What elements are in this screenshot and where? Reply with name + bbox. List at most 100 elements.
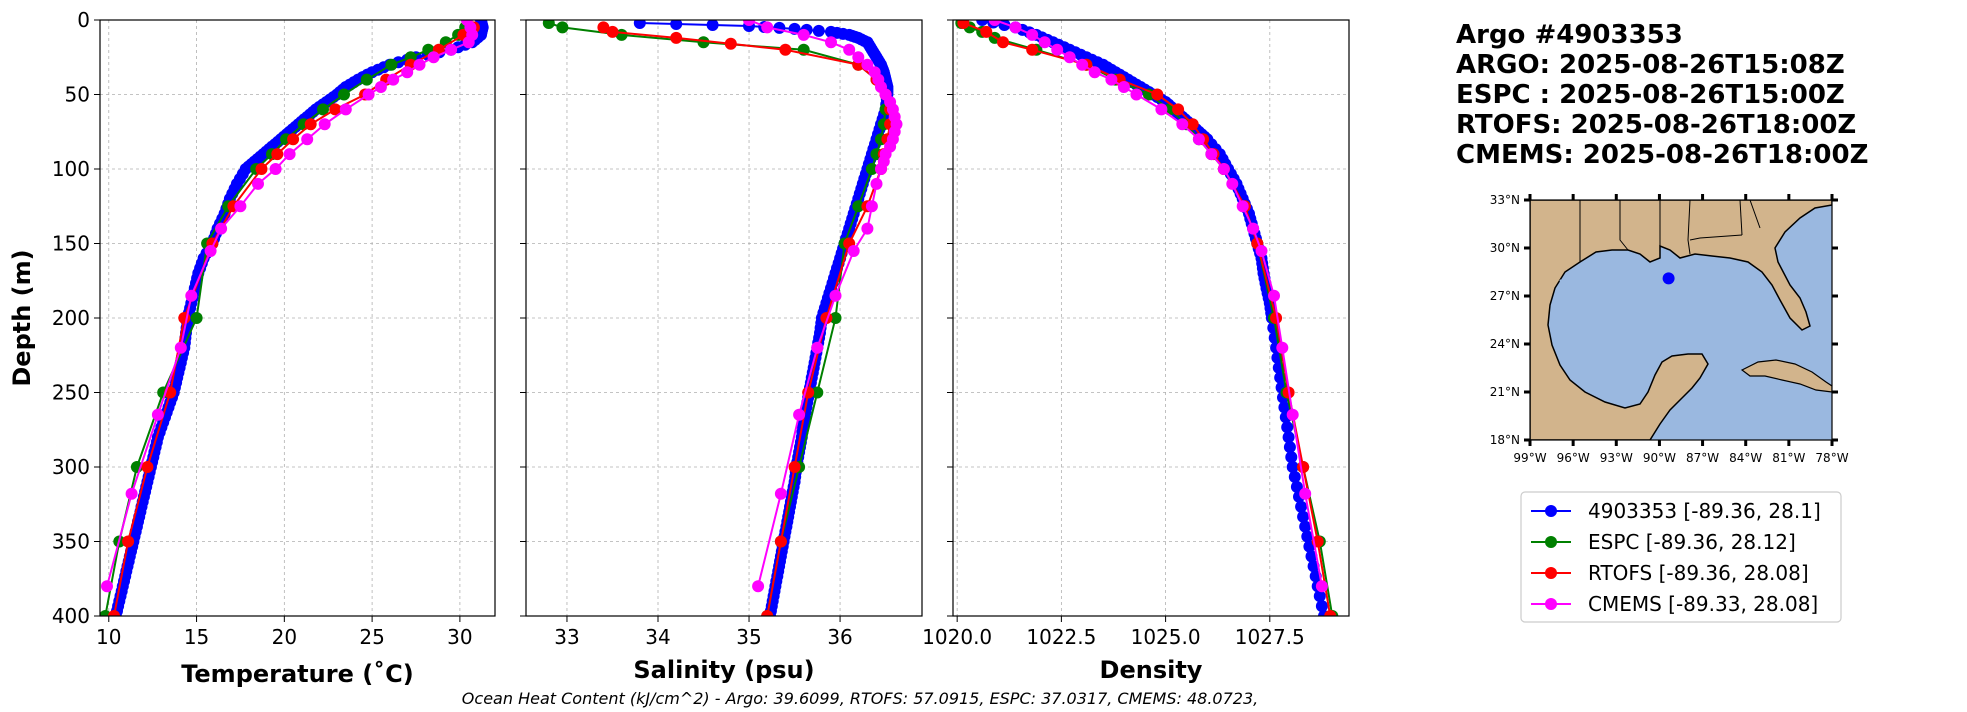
map-lon-label: 90°W <box>1643 451 1676 465</box>
legend-entry-cmems: CMEMS [-89.33, 28.08] <box>1531 592 1818 616</box>
temperature-cmems-point <box>283 148 296 161</box>
temperature-x-label: Temperature (˚C) <box>181 660 414 688</box>
density-cmems-point <box>1038 36 1051 49</box>
density-cmems-point <box>1276 341 1289 354</box>
temperature-cmems-point <box>427 51 440 64</box>
map-river <box>1559 279 1597 313</box>
depth-ytick-label: 50 <box>65 83 90 107</box>
temperature-rtofs-point <box>108 610 120 616</box>
temperature-cmems-point <box>301 133 314 146</box>
legend-label-cmems: CMEMS [-89.33, 28.08] <box>1588 592 1818 616</box>
density-cmems-point <box>1192 133 1205 146</box>
density-rtofs-point <box>1151 88 1164 101</box>
density-argo-point <box>1278 401 1291 414</box>
gulf-map: 18°N 21°N 24°N 27°N 30°N 33°N 99°W 96°W 93°W 90°… <box>1490 193 1849 465</box>
density-argo-point <box>1282 431 1295 444</box>
map-lon-label: 96°W <box>1557 451 1590 465</box>
density-x-label: Density <box>1100 656 1203 684</box>
depth-y-ticks: 0 50 100 150 200 250 300 350 400 <box>52 8 100 628</box>
map-lat-label: 24°N <box>1490 337 1520 351</box>
density-rtofs-point <box>1026 43 1039 56</box>
temperature-cmems-point <box>215 222 228 235</box>
salinity-rtofs-point <box>606 25 619 38</box>
map-lon-label: 78°W <box>1815 451 1848 465</box>
temperature-grid <box>100 19 495 617</box>
salinity-cmems-point <box>847 245 860 257</box>
density-panel: 1020.0 1022.5 1025.0 1027.5 Density <box>922 19 1350 684</box>
salinity-cmems-point <box>861 222 874 235</box>
temperature-axes-frame <box>99 19 496 617</box>
salinity-xtick-label: 33 <box>554 625 579 649</box>
map-lat-label: 33°N <box>1490 193 1520 207</box>
salinity-cmems-point <box>797 28 810 41</box>
map-lon-label: 99°W <box>1513 451 1546 465</box>
legend-label-argo: 4903353 [-89.36, 28.1] <box>1588 499 1821 523</box>
map-lon-label: 84°W <box>1729 451 1762 465</box>
density-rtofs-point <box>1270 312 1283 324</box>
temperature-cmems-line <box>106 20 474 587</box>
density-cmems-point <box>1009 21 1022 34</box>
temperature-cmems-point <box>174 341 187 354</box>
salinity-cmems-point <box>761 21 774 34</box>
salinity-cmems-point <box>870 177 883 190</box>
depth-ytick-label: 100 <box>52 157 90 181</box>
temperature-cmems-point <box>318 118 331 131</box>
salinity-cmems-point <box>843 43 856 56</box>
legend-label-espc: ESPC [-89.36, 28.12] <box>1588 530 1796 554</box>
legend: 4903353 [-89.36, 28.1] ESPC [-89.36, 28.… <box>1520 491 1842 623</box>
map-lon-label: 87°W <box>1686 451 1719 465</box>
salinity-argo-point <box>706 20 719 31</box>
salinity-plot-area <box>542 20 903 616</box>
depth-ytick-label: 0 <box>77 8 90 32</box>
density-argo-point <box>1286 461 1299 473</box>
salinity-espc-point <box>852 200 865 213</box>
salinity-cmems-point <box>829 289 842 302</box>
temperature-cmems-point <box>269 163 282 175</box>
temperature-xtick-label: 25 <box>359 625 384 649</box>
salinity-espc-point <box>865 163 878 175</box>
density-cmems-point <box>1051 43 1064 56</box>
density-cmems-point <box>988 20 1001 26</box>
info-header: Argo #4903353 ARGO: 2025-08-26T15:08Z ES… <box>1456 20 1868 170</box>
temperature-xtick-label: 10 <box>96 625 121 649</box>
header-espc-time: ESPC : 2025-08-26T15:00Z <box>1456 80 1845 110</box>
salinity-x-ticks: 33 34 35 36 <box>554 616 853 649</box>
temperature-cmems-point <box>204 245 217 257</box>
salinity-argo-point <box>633 20 646 29</box>
density-x-ticks: 1020.0 1022.5 1025.0 1027.5 <box>922 616 1305 649</box>
temperature-cmems-point <box>362 88 375 101</box>
salinity-y-ticks <box>520 19 526 617</box>
temperature-cmems-point <box>234 200 247 213</box>
salinity-cmems-point <box>852 51 865 64</box>
temperature-cmems-point <box>413 58 426 71</box>
density-argo-point <box>1297 510 1310 523</box>
temperature-rtofs-point <box>304 118 317 131</box>
map-lon-label: 81°W <box>1772 451 1805 465</box>
salinity-rtofs-line <box>602 26 892 616</box>
salinity-argo-point <box>812 24 825 37</box>
density-argo-point <box>1301 530 1314 543</box>
temperature-espc-point <box>190 312 203 324</box>
temperature-cmems-point <box>101 580 113 593</box>
salinity-rtofs-point <box>779 43 792 56</box>
map-frame <box>1529 199 1833 441</box>
density-y-ticks <box>947 19 953 617</box>
salinity-cmems-point <box>811 341 824 354</box>
density-plot-area <box>955 20 1339 616</box>
density-cmems-point <box>1236 200 1249 213</box>
temperature-rtofs-point <box>271 148 284 161</box>
density-cmems-point <box>1076 58 1089 71</box>
density-cmems-point <box>1247 222 1260 235</box>
density-cmems-point <box>1299 487 1312 500</box>
map-lat-label: 27°N <box>1490 289 1520 303</box>
density-cmems-point <box>1155 103 1168 116</box>
temperature-rtofs-point <box>122 535 135 548</box>
temperature-cmems-point <box>445 43 458 56</box>
legend-entry-argo: 4903353 [-89.36, 28.1] <box>1531 499 1821 523</box>
salinity-cmems-point <box>752 580 765 593</box>
density-argo-point <box>1295 500 1308 513</box>
temperature-cmems-point <box>387 73 400 86</box>
density-cmems-point <box>1205 148 1218 161</box>
temperature-cmems-point <box>374 81 387 93</box>
temperature-plot-area <box>100 20 489 616</box>
